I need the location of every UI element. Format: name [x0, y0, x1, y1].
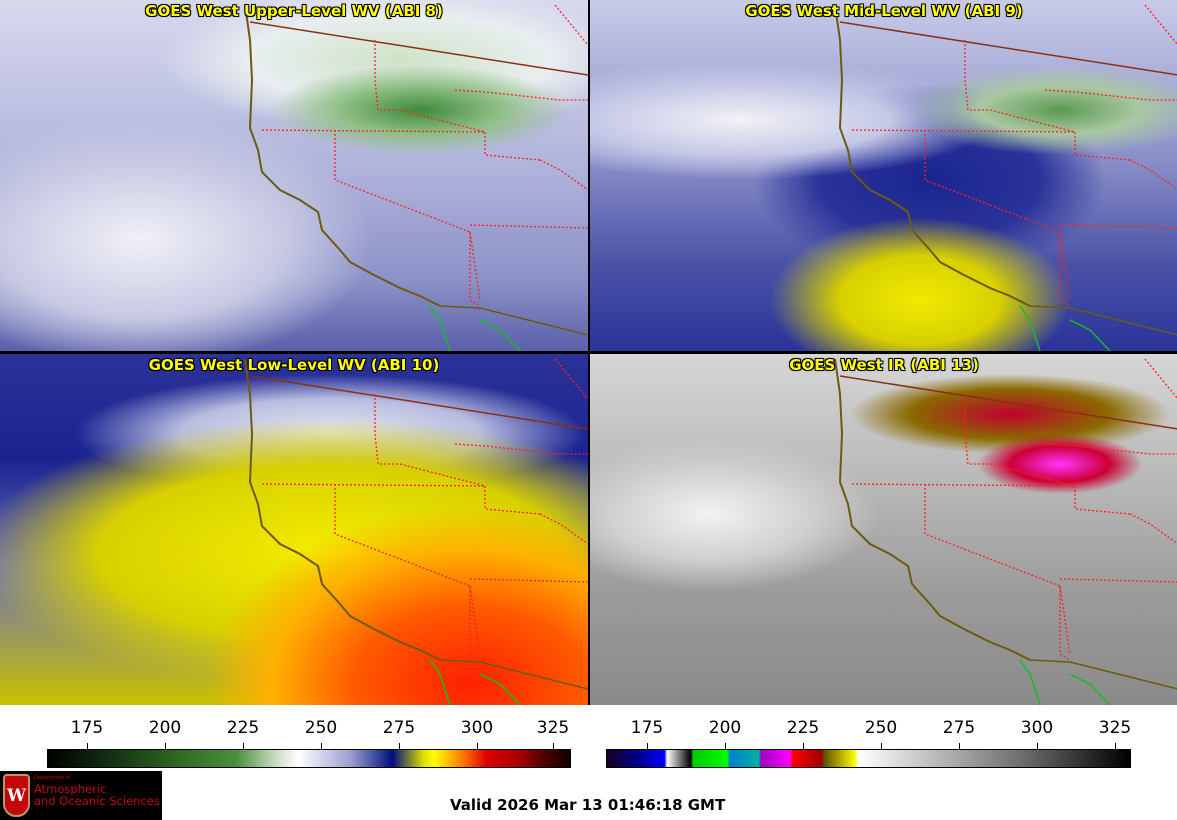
- map-overlay: [590, 0, 1177, 351]
- tick-label: 275: [942, 718, 976, 738]
- tick-label: 200: [708, 718, 742, 738]
- logo-name: Atmospheric and Oceanic Sciences: [34, 783, 160, 807]
- tick-label: 250: [864, 718, 898, 738]
- tick-mark: [165, 743, 166, 749]
- tick-label: 275: [382, 718, 416, 738]
- map-overlay: [0, 0, 588, 351]
- map-overlay: [0, 354, 588, 705]
- tick-mark: [243, 743, 244, 749]
- logo-line-2: Atmospheric: [34, 782, 107, 796]
- panel-title: GOES West Mid-Level WV (ABI 9): [745, 2, 1023, 20]
- tick-label: 325: [536, 718, 570, 738]
- panel-low-level-wv: GOES West Low-Level WV (ABI 10): [0, 354, 588, 705]
- valid-time: Valid 2026 Mar 13 01:46:18 GMT: [450, 796, 726, 814]
- tick-mark: [647, 743, 648, 749]
- tick-label: 300: [460, 718, 494, 738]
- tick-label: 325: [1098, 718, 1132, 738]
- tick-mark: [321, 743, 322, 749]
- aos-logo: W Department of Atmospheric and Oceanic …: [0, 771, 162, 820]
- panel-title: GOES West IR (ABI 13): [789, 356, 979, 374]
- tick-label: 225: [226, 718, 260, 738]
- tick-label: 225: [786, 718, 820, 738]
- uw-crest-icon: W: [3, 774, 30, 817]
- tick-label: 175: [70, 718, 104, 738]
- panel-ir: GOES West IR (ABI 13): [590, 354, 1177, 705]
- tick-label: 200: [148, 718, 182, 738]
- logo-dept: Department of: [34, 775, 71, 781]
- tick-mark: [477, 743, 478, 749]
- tick-mark: [803, 743, 804, 749]
- tick-mark: [1115, 743, 1116, 749]
- tick-mark: [881, 743, 882, 749]
- tick-mark: [399, 743, 400, 749]
- tick-label: 250: [304, 718, 338, 738]
- tick-label: 175: [630, 718, 664, 738]
- panel-upper-level-wv: GOES West Upper-Level WV (ABI 8): [0, 0, 588, 351]
- panel-divider-horizontal: [0, 351, 1177, 354]
- panel-title: GOES West Upper-Level WV (ABI 8): [145, 2, 443, 20]
- panel-mid-level-wv: GOES West Mid-Level WV (ABI 9): [590, 0, 1177, 351]
- tick-mark: [1037, 743, 1038, 749]
- colorbar-ir: [606, 749, 1131, 768]
- tick-mark: [553, 743, 554, 749]
- tick-mark: [725, 743, 726, 749]
- colorbar-wv: [47, 749, 571, 768]
- tick-mark: [959, 743, 960, 749]
- logo-line-3: and Oceanic Sciences: [34, 794, 160, 808]
- map-overlay: [590, 354, 1177, 705]
- tick-mark: [87, 743, 88, 749]
- panel-title: GOES West Low-Level WV (ABI 10): [148, 356, 440, 374]
- tick-label: 300: [1020, 718, 1054, 738]
